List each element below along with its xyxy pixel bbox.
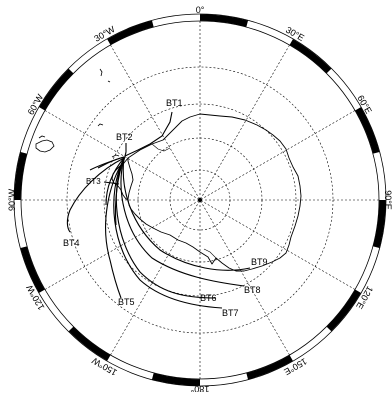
label-bt2: BT2	[116, 132, 133, 142]
track-bt9	[122, 157, 251, 271]
label-bt9: BT9	[251, 257, 268, 267]
graticule	[21, 21, 379, 379]
ice-shelf-edge	[151, 143, 171, 152]
track-bt1	[124, 111, 173, 157]
label-bt3: BT3	[86, 177, 101, 186]
south-pole-marker	[198, 198, 202, 202]
track-bt5	[105, 159, 125, 299]
track-short	[114, 157, 125, 226]
track-labels: BT1 BT2 BT3 BT4 BT5 BT6 BT7 BT8 BT9	[63, 98, 268, 318]
trajectories	[66, 111, 251, 309]
track-bt7	[113, 157, 223, 309]
sandwich-islands	[107, 80, 111, 83]
south-america-tip	[35, 139, 55, 153]
label-180: 180°	[190, 384, 209, 392]
track-bt6	[115, 157, 217, 299]
track-bt8	[120, 157, 245, 287]
island	[38, 135, 46, 139]
label-90e: 90°E	[383, 190, 392, 210]
track-bt4	[66, 157, 125, 233]
label-bt1: BT1	[166, 98, 183, 108]
track-bt2	[123, 143, 127, 161]
latitude-circle	[103, 103, 297, 297]
label-bt8: BT8	[244, 285, 261, 295]
label-bt5: BT5	[118, 297, 135, 307]
label-bt7: BT7	[222, 308, 239, 318]
label-0: 0°	[196, 5, 205, 15]
label-90w: 90°W	[7, 188, 17, 211]
frame-ticks	[14, 14, 386, 386]
label-bt4: BT4	[63, 238, 80, 248]
south-georgia-island	[99, 68, 103, 77]
south-orkney-islands	[97, 123, 104, 127]
track-short-2	[105, 157, 125, 206]
map-frame	[13, 13, 387, 387]
track-bt2-branch-2	[89, 156, 125, 171]
islands	[35, 68, 120, 158]
south-shetland-islands	[111, 154, 120, 158]
label-bt6: BT6	[200, 293, 217, 303]
ross-ice-shelf-edge	[203, 248, 217, 259]
antarctica-coastline	[127, 113, 302, 272]
